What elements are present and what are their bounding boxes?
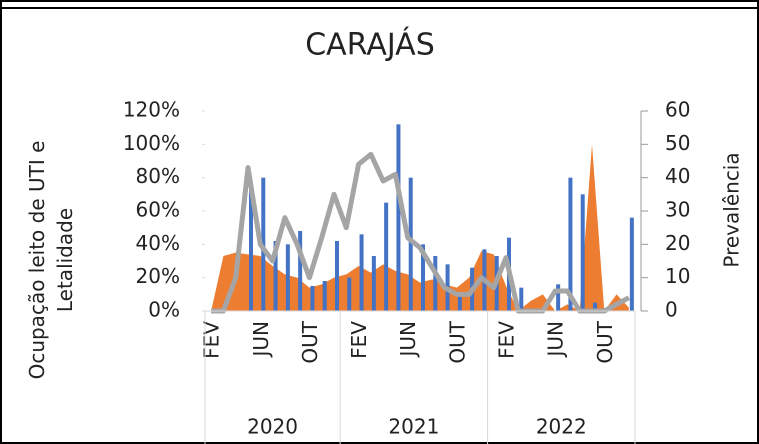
x-tick-label: FEV	[347, 321, 371, 359]
group-label: 2021	[388, 415, 439, 439]
y-tick-label: 60%	[136, 198, 180, 222]
bar	[298, 231, 303, 311]
bar	[359, 234, 364, 311]
x-tick-label: OUT	[445, 320, 469, 363]
bar	[580, 194, 585, 311]
x-tick-label: OUT	[298, 320, 322, 363]
line	[211, 151, 631, 314]
bar	[335, 241, 339, 311]
y-axis-title: Ocupação leito de UTI e Letalidade	[25, 141, 77, 380]
bar	[568, 177, 573, 311]
x-tick-label: FEV	[200, 321, 224, 359]
chart-title: CARAJÁS	[305, 27, 435, 63]
bar	[310, 286, 315, 311]
y-tick-label: 40%	[136, 231, 180, 255]
y2-tick-label: 60	[665, 98, 690, 122]
bar	[285, 244, 290, 311]
bar	[421, 244, 425, 311]
y2-tick-label: 50	[665, 131, 690, 155]
bar	[433, 256, 438, 311]
bar	[629, 217, 634, 311]
bar	[396, 124, 401, 311]
x-tick-label: JUN	[249, 321, 273, 359]
x-tick-label: OUT	[593, 320, 617, 363]
bar	[556, 284, 561, 311]
bar	[384, 202, 389, 311]
y2-tick-label: 30	[665, 198, 690, 222]
bar	[519, 287, 524, 311]
y2-axis-title: Prevalência	[720, 152, 744, 267]
bar	[408, 177, 413, 311]
y-tick-label: 0%	[148, 298, 180, 322]
y2-tick-label: 20	[665, 231, 690, 255]
y-tick-label: 120%	[123, 98, 180, 122]
y-tick-label: 20%	[136, 264, 180, 288]
x-tick-label: FEV	[495, 321, 519, 359]
x-tick-label: JUN	[396, 321, 420, 359]
bar	[593, 302, 597, 311]
group-label: 2022	[536, 415, 587, 439]
y2-tick-label: 10	[665, 264, 690, 288]
x-tick-label: JUN	[544, 321, 568, 359]
y-tick-label: 100%	[123, 131, 180, 155]
bar	[371, 256, 376, 311]
bar	[273, 241, 278, 311]
y2-tick-label: 0	[665, 298, 678, 322]
bar	[322, 281, 327, 311]
y2-tick-label: 40	[665, 164, 690, 188]
bar	[457, 294, 462, 311]
bar	[249, 191, 253, 311]
y-tick-label: 80%	[136, 164, 180, 188]
group-label: 2020	[247, 415, 298, 439]
bar	[347, 277, 352, 311]
